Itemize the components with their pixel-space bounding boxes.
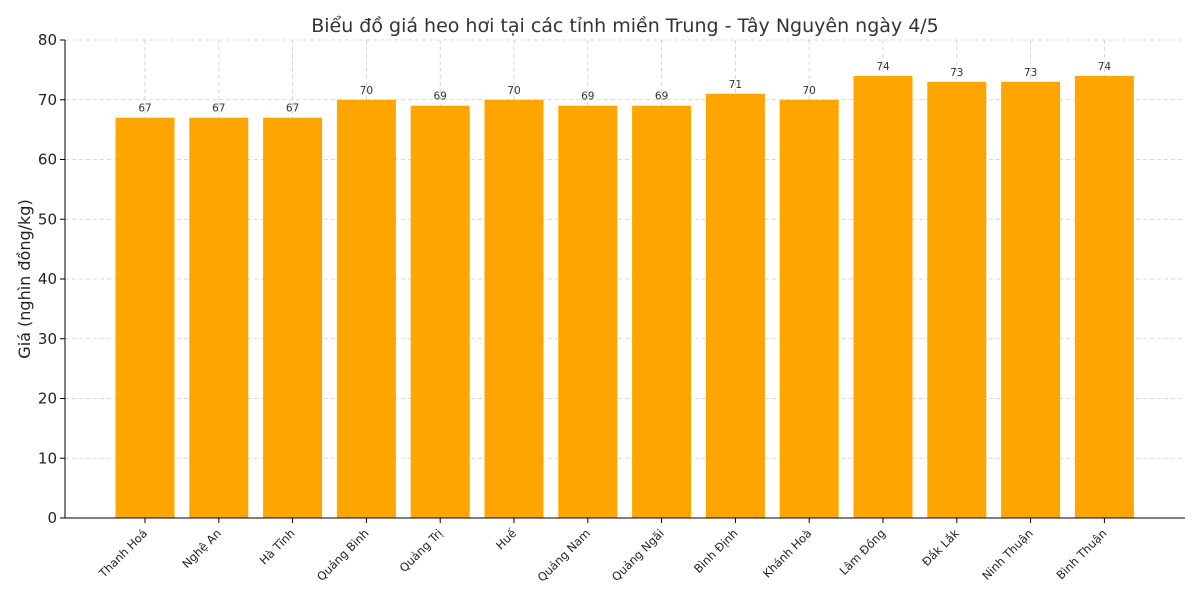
- data-label: 70: [360, 85, 373, 97]
- data-label: 67: [286, 103, 299, 115]
- y-tick-label: 60: [38, 151, 57, 169]
- y-tick-label: 30: [38, 330, 57, 348]
- data-label: 69: [655, 91, 668, 103]
- y-tick-label: 10: [38, 449, 57, 467]
- data-label: 74: [876, 61, 890, 73]
- bar: [484, 99, 544, 518]
- data-label: 69: [434, 91, 447, 103]
- x-axis-ticks: Thanh Hoá Nghệ An Hà Tĩnh Quảng Bình Quảng T…: [95, 518, 1110, 585]
- y-axis-ticks: 0 10 20 30 40 50 60 70 80: [38, 31, 65, 527]
- y-tick-label: 50: [38, 210, 57, 228]
- x-tick-label: Bình Thuận: [1053, 526, 1109, 582]
- x-tick-label: Ninh Thuận: [979, 526, 1036, 583]
- bar: [779, 99, 839, 518]
- data-label: 70: [803, 85, 816, 97]
- y-tick-label: 0: [47, 509, 57, 527]
- data-label: 70: [507, 85, 520, 97]
- y-tick-label: 20: [38, 390, 57, 408]
- data-label: 71: [729, 79, 742, 91]
- bar: [263, 117, 323, 519]
- bar: [705, 93, 765, 519]
- x-tick-label: Hà Tĩnh: [257, 526, 298, 567]
- data-label: 73: [950, 67, 963, 79]
- x-tick-label: Quảng Nam: [535, 526, 593, 584]
- bar: [927, 81, 987, 518]
- bar: [410, 105, 470, 518]
- x-tick-label: Lâm Đồng: [837, 526, 889, 578]
- bar: [558, 105, 618, 518]
- data-label: 67: [212, 103, 225, 115]
- chart-title: Biểu đồ giá heo hơi tại các tỉnh miền Tr…: [311, 15, 939, 37]
- x-tick-label: Khánh Hoà: [760, 526, 814, 580]
- data-labels-layer: 67 67 67 70 69 70 69 69 71 70 74 73 73 74: [138, 61, 1111, 115]
- x-tick-label: Quảng Trị: [397, 526, 446, 575]
- x-tick-label: Quảng Bình: [314, 526, 371, 583]
- data-label: 69: [581, 91, 594, 103]
- data-label: 73: [1024, 67, 1037, 79]
- data-label: 67: [138, 103, 151, 115]
- bar: [115, 117, 175, 519]
- x-tick-label: Quảng Ngãi: [609, 526, 667, 584]
- y-axis-label: Giá (nghìn đồng/kg): [15, 199, 34, 358]
- bar: [1074, 75, 1134, 518]
- bar: [853, 75, 913, 518]
- data-label: 74: [1098, 61, 1112, 73]
- y-tick-label: 70: [38, 91, 57, 109]
- x-tick-label: Đắk Lắk: [919, 526, 962, 569]
- bars-layer: [115, 75, 1134, 519]
- y-tick-label: 40: [38, 270, 57, 288]
- bar: [632, 105, 692, 518]
- bar: [336, 99, 396, 518]
- y-tick-label: 80: [38, 31, 57, 49]
- x-tick-label: Huế: [493, 526, 520, 553]
- bar: [1001, 81, 1061, 518]
- x-tick-label: Nghệ An: [179, 526, 224, 571]
- x-tick-label: Thanh Hoá: [95, 526, 150, 581]
- bar: [189, 117, 249, 519]
- x-tick-label: Bình Định: [691, 526, 741, 576]
